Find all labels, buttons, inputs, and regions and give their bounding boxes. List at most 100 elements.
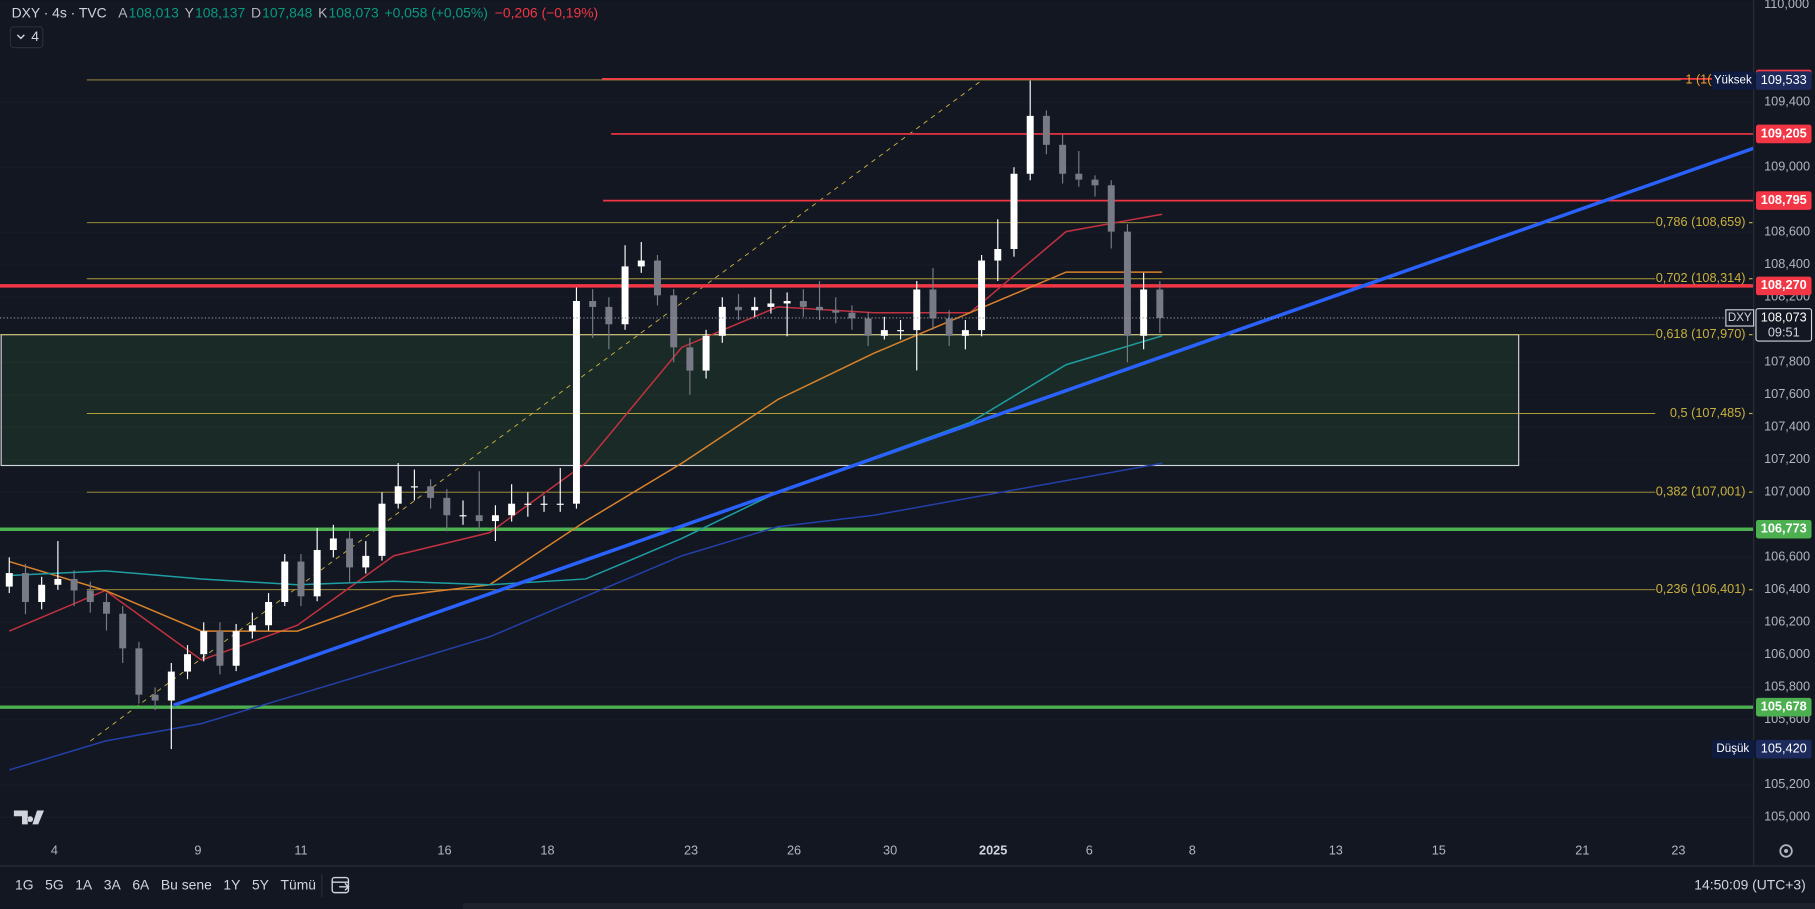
candle-body xyxy=(216,631,224,666)
candle-body xyxy=(265,602,273,626)
level-label: 108,795 xyxy=(1761,192,1807,207)
range-button[interactable]: 1Y xyxy=(223,876,240,892)
x-tick-label: 13 xyxy=(1329,842,1343,857)
symbol-title: DXY · 4s · TVC xyxy=(12,5,107,21)
x-tick-label: 4 xyxy=(51,842,58,857)
y-tick-label: 107,400 xyxy=(1764,419,1810,434)
candle-body xyxy=(103,602,110,614)
y-tick-label: 105,200 xyxy=(1764,776,1810,791)
marker-name-box xyxy=(1711,739,1755,759)
candle-body xyxy=(38,584,46,603)
candle-body xyxy=(508,503,516,516)
marker-value-box xyxy=(1755,71,1812,90)
moving-average xyxy=(9,335,1163,586)
candle-body xyxy=(394,486,402,504)
candle-body xyxy=(848,312,856,319)
candle-body xyxy=(297,561,305,597)
y-tick-label: 107,600 xyxy=(1764,386,1810,401)
range-button[interactable]: 1A xyxy=(75,876,93,892)
marker-name-box xyxy=(1711,71,1755,90)
candle-body xyxy=(151,694,159,701)
candle-body xyxy=(184,654,191,672)
chevron xyxy=(16,34,25,40)
last-countdown: 09:51 xyxy=(1768,324,1800,339)
candle-body xyxy=(605,306,613,325)
moving-average xyxy=(9,462,1163,771)
calendar-icon-body xyxy=(331,876,350,894)
candle-body xyxy=(735,306,742,311)
last-symbol-box xyxy=(1725,309,1755,327)
candle-body xyxy=(86,590,94,603)
candle-body xyxy=(1042,115,1050,145)
candle-body xyxy=(799,301,807,307)
range-button[interactable]: 5Y xyxy=(252,876,269,892)
y-tick-label: 106,000 xyxy=(1764,646,1810,661)
candle-body xyxy=(362,555,370,568)
range-button[interactable]: 6A xyxy=(132,876,150,892)
ohlc-key: Y xyxy=(185,5,194,21)
range-button[interactable]: Bu sene xyxy=(161,876,212,892)
plot-area xyxy=(0,4,1755,818)
indicator-toggle[interactable] xyxy=(9,26,44,49)
y-tick-label: 106,200 xyxy=(1764,614,1810,629)
x-tick-label: 26 xyxy=(787,842,801,857)
candle-body xyxy=(459,515,467,517)
calendar-icon[interactable] xyxy=(331,876,350,894)
fib-label: 0,5 (107,485) xyxy=(1670,405,1746,420)
candle-body xyxy=(1091,179,1099,186)
x-tick-label: 15 xyxy=(1432,842,1446,857)
candle-body xyxy=(994,249,1002,261)
candle-body xyxy=(329,538,337,551)
x-tick-label: 6 xyxy=(1086,842,1093,857)
candle-body xyxy=(135,648,143,695)
x-tick-label: 30 xyxy=(883,842,897,857)
range-button[interactable]: 1G xyxy=(15,876,34,892)
x-tick-label: 21 xyxy=(1575,842,1589,857)
candle-body xyxy=(767,303,775,307)
change-value: +0,058 (+0,05%) xyxy=(384,5,487,21)
y-tick-label: 107,200 xyxy=(1764,451,1810,466)
candle-body xyxy=(978,260,986,331)
candle-body xyxy=(880,330,888,336)
candle-body xyxy=(1059,144,1067,174)
marker-value: 105,420 xyxy=(1761,740,1807,755)
candle-body xyxy=(945,318,953,336)
fib-label: 0,236 (106,401) xyxy=(1656,581,1746,596)
change-value: −0,206 (−0,19%) xyxy=(495,5,598,21)
level-label-box xyxy=(1755,519,1812,539)
candle-body xyxy=(540,503,548,505)
ohlc-value: 108,137 xyxy=(195,5,245,21)
range-button[interactable]: 5G xyxy=(45,876,64,892)
range-button[interactable]: Tümü xyxy=(281,876,316,892)
scrollbar[interactable] xyxy=(463,903,1815,909)
clock: 14:50:09 (UTC+3) xyxy=(1694,876,1805,892)
candle-body xyxy=(248,625,256,632)
candle-body xyxy=(702,335,710,371)
range-button[interactable]: 3A xyxy=(104,876,122,892)
candle-body xyxy=(1123,231,1131,336)
y-tick-label: 105,000 xyxy=(1764,809,1810,824)
settings-icon[interactable] xyxy=(1779,844,1793,858)
candle-body xyxy=(654,260,661,296)
ohlc-value: 107,848 xyxy=(262,5,312,21)
candle-body xyxy=(1140,289,1148,336)
candle-body xyxy=(1075,173,1083,180)
candle-body xyxy=(21,573,29,603)
fib-label: 1 (1( xyxy=(1685,71,1712,86)
ohlc-key: A xyxy=(118,5,128,21)
candle-body xyxy=(864,318,872,336)
candle-body xyxy=(621,266,629,325)
candle-body xyxy=(637,260,645,267)
level-label-box xyxy=(1755,124,1812,144)
ohlc-value: 108,013 xyxy=(129,5,179,21)
candle-body xyxy=(572,301,580,504)
candle-body xyxy=(119,613,127,649)
x-tick-label: 9 xyxy=(194,842,201,857)
y-tick-label: 105,800 xyxy=(1764,679,1810,694)
candle-body xyxy=(718,306,726,336)
overlay: 110,000 109,400 109,000 108,600 108,400 108,2… xyxy=(9,0,1815,892)
candle-body xyxy=(443,497,451,516)
level-label-box xyxy=(1755,276,1812,296)
